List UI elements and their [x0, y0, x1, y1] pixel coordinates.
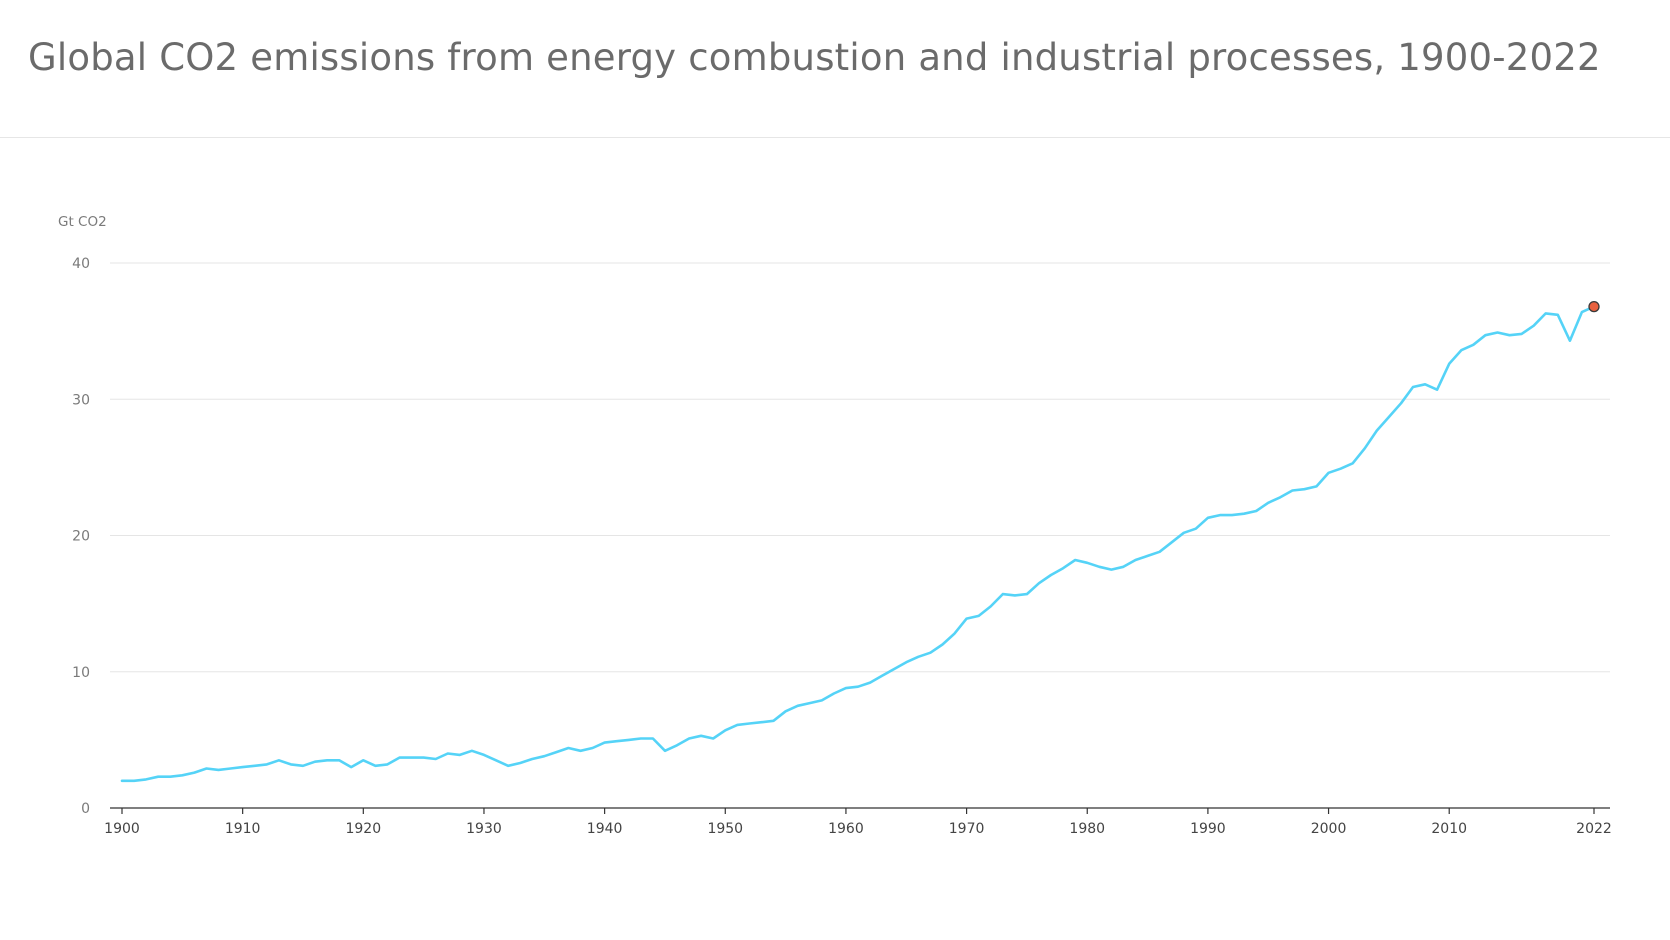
- x-axis: 1900 1910 1920 1930 1940 1950 1960 1970 1980 1990…: [104, 807, 1612, 837]
- x-tick-label: 1920: [345, 821, 381, 837]
- y-tick-label: 0: [81, 801, 90, 817]
- series: [120, 300, 1600, 783]
- x-tick-label: 1930: [466, 821, 502, 837]
- y-tick-label: 40: [72, 256, 90, 272]
- x-tick-label: 2010: [1431, 821, 1467, 837]
- x-tick-label: 2000: [1311, 821, 1347, 837]
- highlight-point[interactable]: [1588, 300, 1600, 313]
- y-axis-ticks: 0 10 20 30 40: [72, 256, 90, 817]
- chart-title: Global CO2 emissions from energy combust…: [28, 36, 1601, 79]
- y-tick-label: 30: [72, 392, 90, 408]
- x-tick-label: 1910: [225, 821, 261, 837]
- x-tick-label: 1980: [1069, 821, 1105, 837]
- x-tick-label: 2022: [1576, 821, 1612, 837]
- x-tick-label: 1990: [1190, 821, 1226, 837]
- chart-area: 0 10 20 30 40 Gt CO2 1900 1910 1920 1930 1940 195…: [0, 139, 1670, 940]
- gridlines: [110, 262, 1610, 673]
- y-axis-label: Gt CO2: [58, 214, 107, 230]
- y-tick-label: 20: [72, 529, 90, 545]
- x-tick-label: 1960: [828, 821, 864, 837]
- x-tick-label: 1970: [949, 821, 985, 837]
- x-tick-label: 1950: [707, 821, 743, 837]
- x-tick-label: 1940: [587, 821, 623, 837]
- title-bar: Global CO2 emissions from energy combust…: [0, 0, 1670, 138]
- series-line: [120, 305, 1596, 783]
- line-chart: 0 10 20 30 40 Gt CO2 1900 1910 1920 1930 1940 195…: [58, 214, 1612, 837]
- y-tick-label: 10: [72, 665, 90, 681]
- x-tick-label: 1900: [104, 821, 140, 837]
